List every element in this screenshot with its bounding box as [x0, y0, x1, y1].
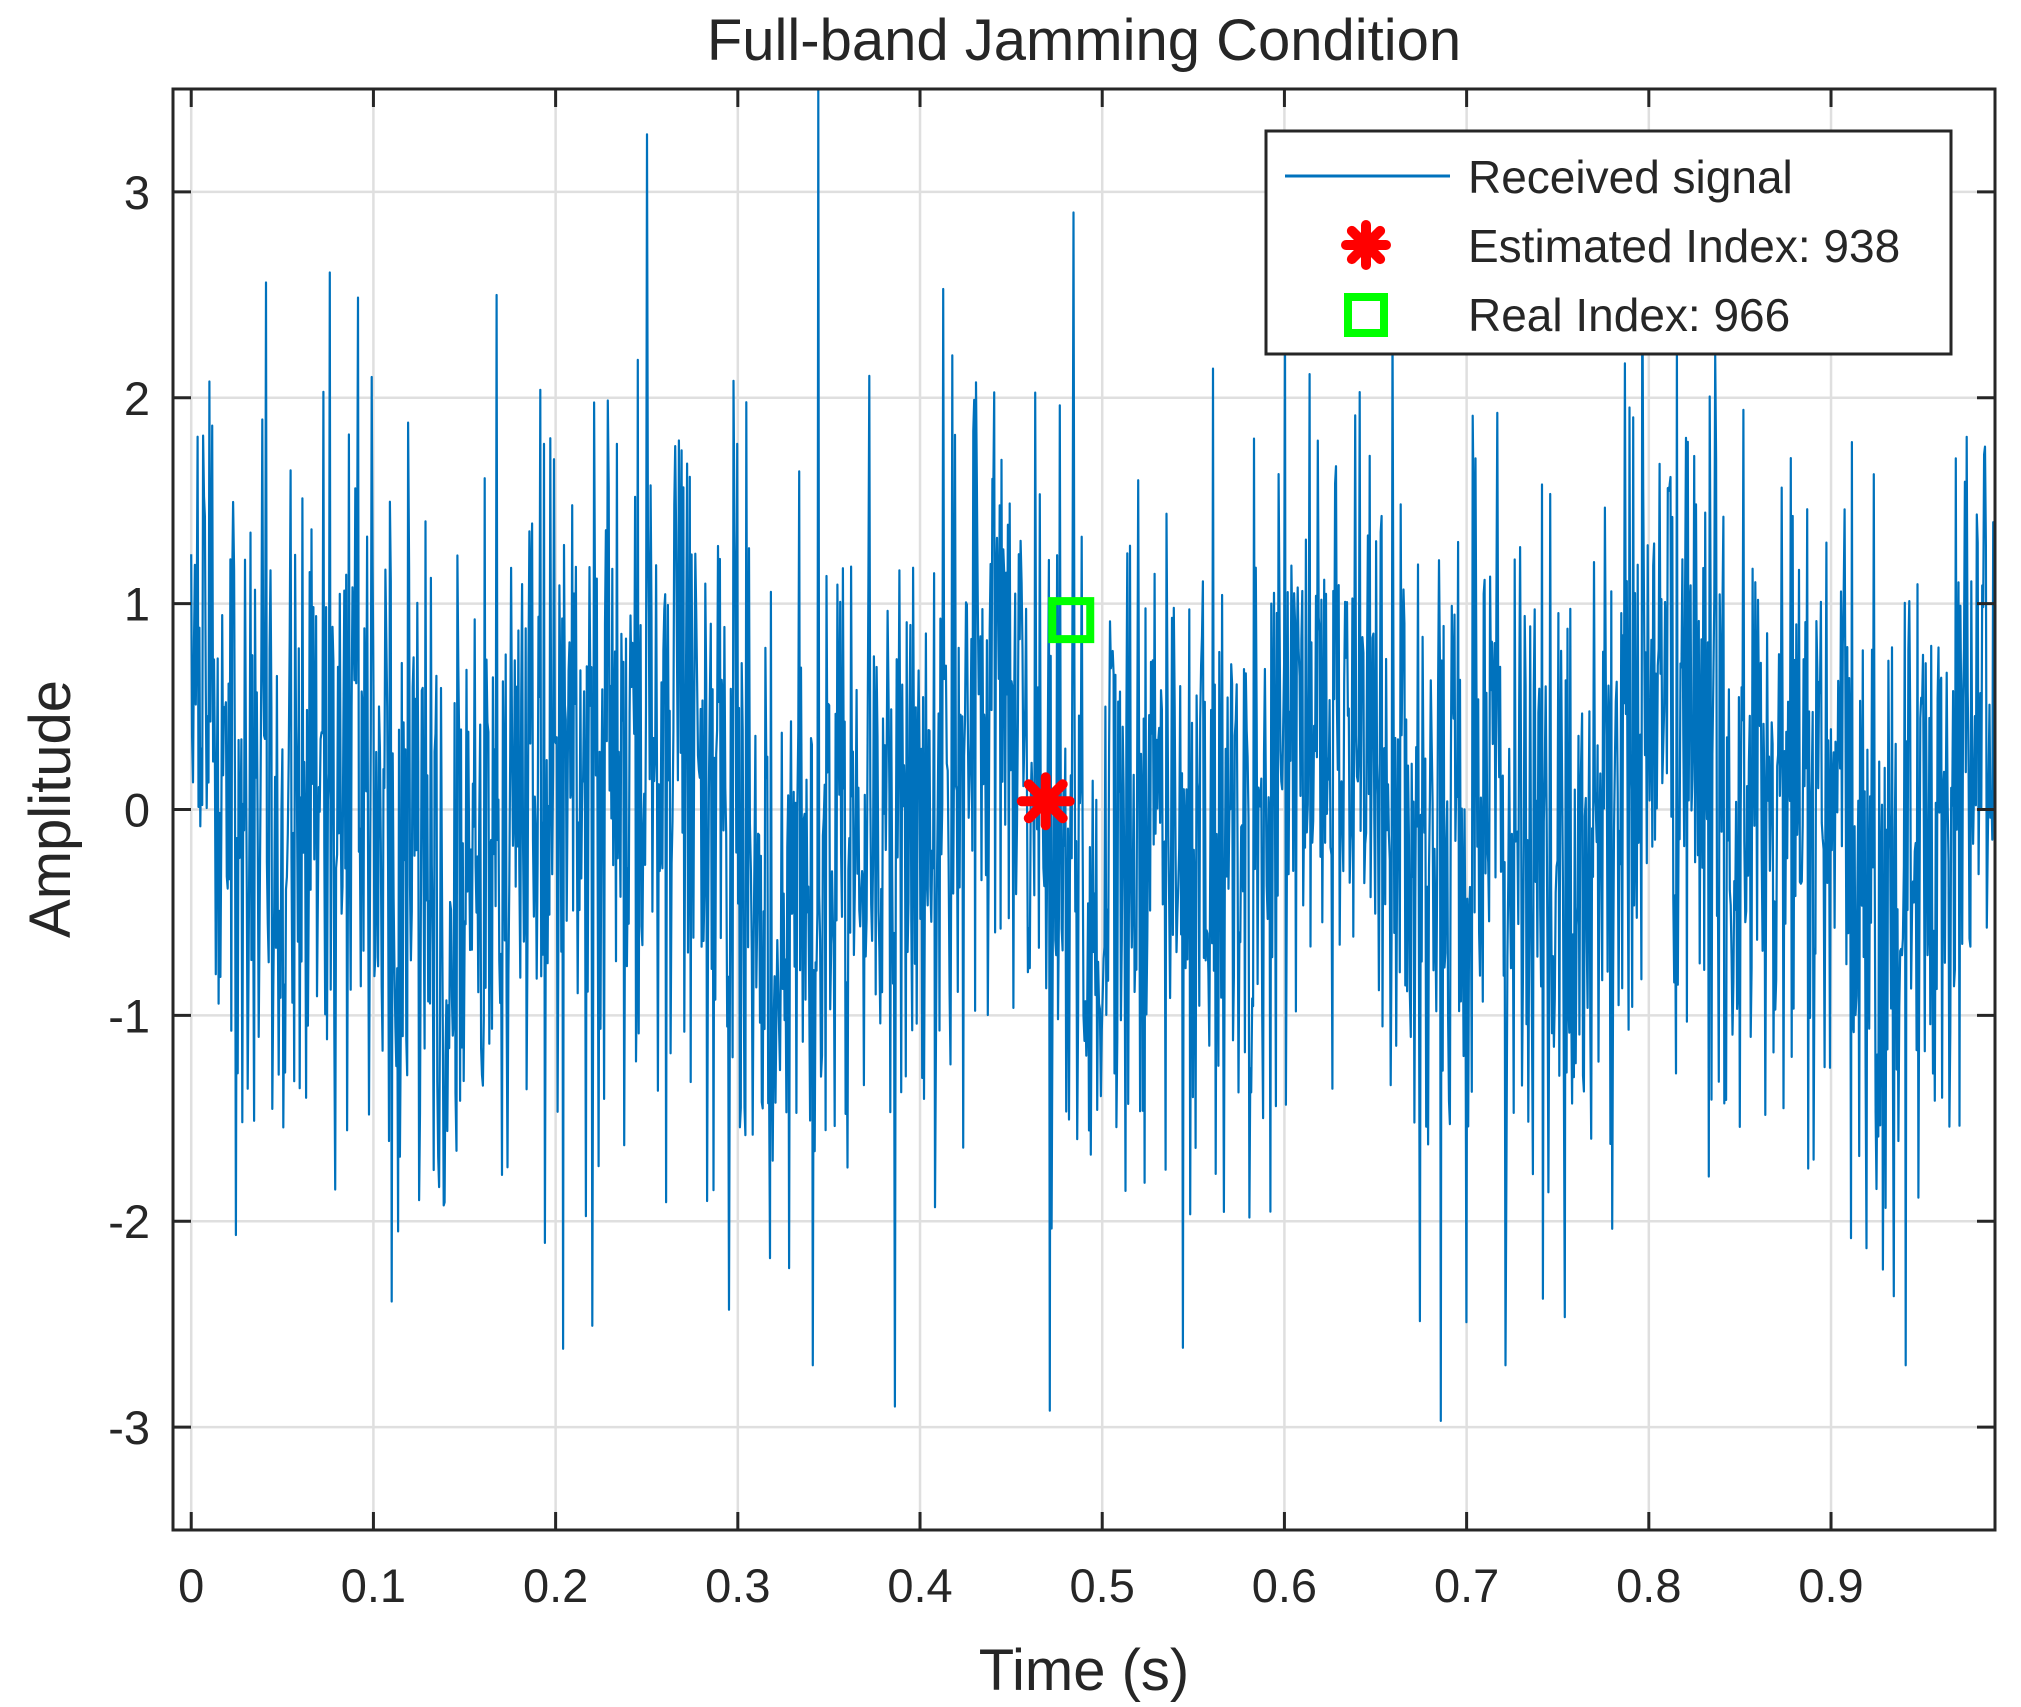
y-tick-label: -1	[108, 989, 150, 1042]
tick-labels: 0 0.1 0.2 0.3 0.4 0.5 0.6 0.7 0.8 0.9 3 2 1 0 -1 -2 -3	[108, 166, 1863, 1612]
legend-label-estimated-index: Estimated Index: 938	[1468, 220, 1900, 272]
x-tick-label: 0.1	[341, 1559, 406, 1612]
chart-title: Full-band Jamming Condition	[707, 8, 1461, 73]
x-tick-label: 0.4	[887, 1559, 952, 1612]
y-tick-label: 0	[124, 784, 150, 837]
tick-marks	[173, 89, 1995, 1530]
y-tick-label: -2	[108, 1195, 150, 1248]
x-tick-label: 0.9	[1798, 1559, 1863, 1612]
legend-asterisk-shape	[1341, 220, 1391, 270]
y-tick-label: 1	[124, 578, 150, 631]
legend-marker-estimated-index	[1341, 220, 1391, 270]
y-tick-label: 2	[124, 372, 150, 425]
marker-layer	[1016, 597, 1095, 831]
x-tick-label: 0.2	[523, 1559, 588, 1612]
x-tick-label: 0	[178, 1559, 204, 1612]
legend-marker-real-index	[1344, 293, 1388, 337]
received-signal-line	[190, 87, 1997, 1422]
x-tick-label: 0.8	[1616, 1559, 1681, 1612]
estimated-index-marker-stroke	[1023, 779, 1068, 824]
y-tick-label: -3	[108, 1401, 150, 1454]
legend-label-real-index: Real Index: 966	[1468, 289, 1790, 341]
x-tick-label: 0.3	[705, 1559, 770, 1612]
real-index-marker	[1048, 597, 1095, 644]
estimated-index-marker	[1016, 772, 1075, 831]
signal-layer	[190, 87, 1997, 1422]
x-tick-label: 0.5	[1070, 1559, 1135, 1612]
x-tick-label: 0.7	[1434, 1559, 1499, 1612]
legend-label-received-signal: Received signal	[1468, 151, 1793, 203]
x-tick-label: 0.6	[1252, 1559, 1317, 1612]
legend-asterisk-shape-stroke	[1346, 225, 1386, 265]
x-axis-label: Time (s)	[979, 1638, 1189, 1702]
y-axis-label: Amplitude	[18, 680, 83, 938]
y-tick-label: 3	[124, 166, 150, 219]
legend: Received signal Estimated Index: 938 Rea…	[1264, 129, 1953, 356]
